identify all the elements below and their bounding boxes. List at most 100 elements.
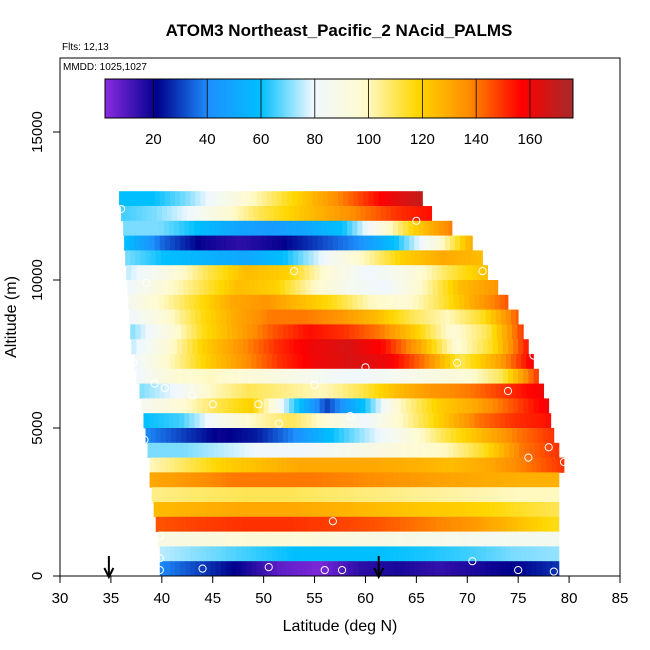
- heatmap-cell: [289, 339, 295, 355]
- heatmap-cell: [327, 457, 334, 473]
- heatmap-cell: [308, 324, 314, 340]
- heatmap-cell: [465, 235, 471, 251]
- heatmap-cell: [527, 428, 533, 444]
- heatmap-cell: [304, 368, 310, 384]
- heatmap-cell: [411, 206, 417, 222]
- heatmap-cell: [449, 383, 456, 399]
- heatmap-cell: [249, 280, 255, 296]
- heatmap-cell: [546, 546, 553, 562]
- heatmap-cell: [195, 561, 201, 576]
- heatmap-cell: [345, 368, 351, 384]
- heatmap-cell: [434, 457, 441, 473]
- heatmap-cell: [179, 220, 185, 236]
- heatmap-cell: [154, 309, 161, 325]
- heatmap-cell: [473, 280, 479, 296]
- heatmap-cell: [444, 472, 451, 488]
- heatmap-cell: [187, 368, 193, 384]
- heatmap-cell: [184, 220, 190, 236]
- heatmap-cell: [195, 354, 201, 370]
- heatmap-cell: [349, 250, 355, 266]
- heatmap-cell: [238, 398, 244, 414]
- heatmap-cell: [217, 339, 224, 355]
- heatmap-cell: [401, 398, 407, 414]
- heatmap-cell: [369, 428, 376, 444]
- sample-point: [412, 216, 421, 225]
- heatmap-cell: [516, 457, 522, 473]
- heatmap-cell: [328, 428, 335, 444]
- heatmap-cell: [498, 531, 505, 547]
- heatmap-cell: [348, 309, 354, 325]
- heatmap-cell: [420, 516, 426, 532]
- heatmap-cell: [157, 280, 164, 296]
- heatmap-cell: [358, 546, 364, 562]
- heatmap-cell: [436, 368, 443, 384]
- heatmap-cell: [276, 309, 283, 325]
- heatmap-cell: [531, 561, 537, 576]
- heatmap-cell: [129, 235, 135, 251]
- heatmap-cell: [404, 561, 410, 576]
- heatmap-cell: [365, 265, 371, 281]
- sample-point: [503, 386, 513, 396]
- heatmap-cell: [135, 324, 141, 340]
- heatmap-cell: [370, 487, 377, 503]
- heatmap-cell: [163, 294, 170, 310]
- heatmap-cell: [475, 354, 481, 370]
- heatmap-cell: [472, 339, 478, 355]
- heatmap-cell: [404, 235, 410, 251]
- heatmap-cell: [217, 368, 224, 384]
- heatmap-cell: [406, 206, 412, 222]
- heatmap-cell: [516, 383, 522, 399]
- heatmap-cell: [268, 487, 275, 503]
- heatmap-cell: [202, 339, 209, 355]
- heatmap-cell: [439, 383, 446, 399]
- heatmap-cell: [253, 206, 259, 222]
- heatmap-cell: [311, 294, 317, 310]
- heatmap-cell: [469, 502, 475, 518]
- heatmap-cell: [540, 502, 547, 518]
- heatmap-cell: [287, 354, 293, 370]
- heatmap-cell: [503, 531, 510, 547]
- heatmap-cell: [229, 531, 235, 547]
- heatmap-cell: [365, 368, 371, 384]
- heatmap-cell: [508, 487, 514, 503]
- heatmap-cell: [350, 368, 356, 384]
- heatmap-cell: [536, 561, 542, 576]
- heatmap-cell: [444, 383, 451, 399]
- heatmap-cell: [292, 457, 298, 473]
- heatmap-cell: [533, 487, 539, 503]
- heatmap-cell: [326, 294, 333, 310]
- heatmap-cell: [182, 339, 188, 355]
- heatmap-cell: [491, 516, 498, 532]
- heatmap-cell: [399, 546, 405, 562]
- heatmap-cell: [465, 472, 471, 488]
- heatmap-cell: [333, 516, 340, 532]
- heatmap-cell: [432, 442, 439, 458]
- heatmap-cell: [165, 250, 172, 266]
- heatmap-cell: [525, 413, 531, 429]
- heatmap-cell: [154, 383, 161, 399]
- heatmap-cell: [338, 250, 345, 266]
- heatmap-cell: [394, 250, 401, 266]
- heatmap-cell: [291, 502, 297, 518]
- heatmap-cell: [251, 383, 257, 399]
- heatmap-cell: [334, 339, 341, 355]
- sample-point: [346, 412, 355, 421]
- heatmap-cell: [232, 516, 238, 532]
- heatmap-cell: [330, 531, 337, 547]
- heatmap-cell: [416, 487, 422, 503]
- heatmap-cell: [465, 383, 471, 399]
- x-tick-label: 65: [408, 590, 425, 607]
- heatmap-cell: [229, 280, 235, 296]
- heatmap-cell: [199, 502, 205, 518]
- heatmap-cell: [180, 472, 186, 488]
- heatmap-cell: [363, 546, 369, 562]
- heatmap-cell: [425, 250, 432, 266]
- heatmap-cell: [231, 191, 237, 207]
- heatmap-cell: [307, 191, 313, 207]
- heatmap-cell: [505, 546, 512, 562]
- heatmap-cell: [169, 235, 176, 251]
- heatmap-cell: [322, 472, 329, 488]
- heatmap-cell: [346, 442, 352, 458]
- heatmap-cell: [516, 472, 522, 488]
- heatmap-cell: [416, 398, 422, 414]
